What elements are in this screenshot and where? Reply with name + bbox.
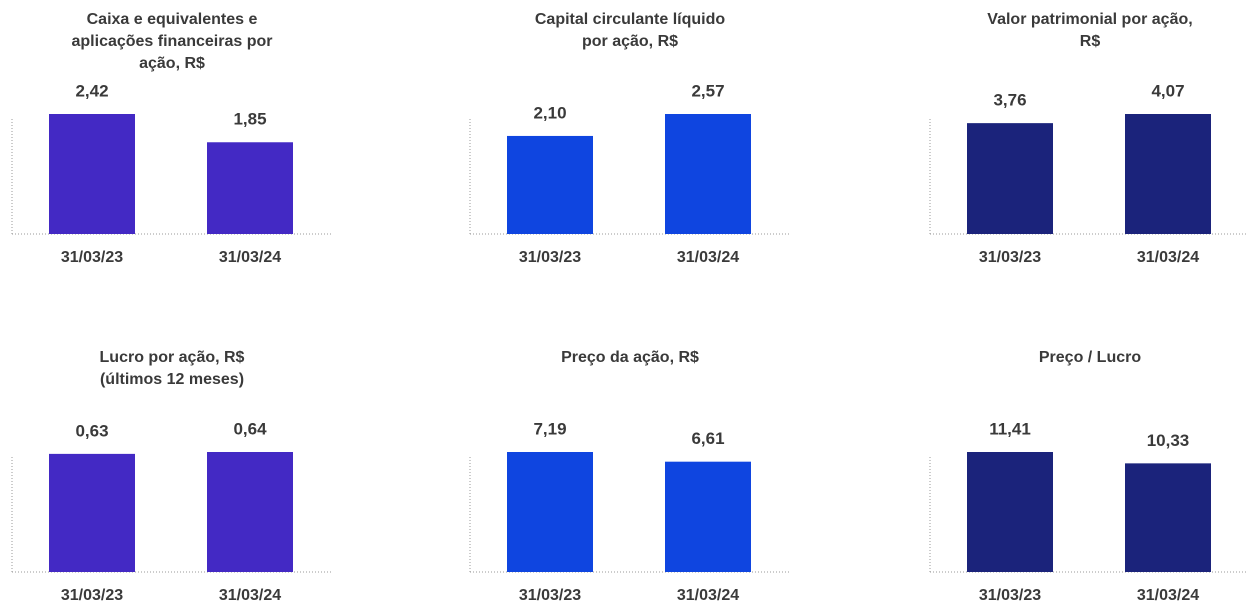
- bar: [49, 114, 135, 234]
- value-label: 11,41: [989, 419, 1031, 438]
- chart-title: (últimos 12 meses): [100, 371, 244, 388]
- value-label: 7,19: [533, 419, 566, 438]
- x-tick-label: 31/03/23: [519, 587, 581, 604]
- bar: [1125, 114, 1211, 234]
- x-tick-label: 31/03/24: [219, 587, 281, 604]
- x-tick-label: 31/03/23: [61, 587, 123, 604]
- chart-title: Capital circulante líquido: [535, 11, 725, 28]
- x-tick-label: 31/03/24: [219, 249, 281, 266]
- value-label: 0,64: [233, 419, 267, 438]
- value-label: 4,07: [1151, 81, 1184, 100]
- bar: [207, 142, 293, 234]
- x-tick-label: 31/03/24: [1137, 249, 1199, 266]
- chart-title: aplicações financeiras por: [72, 33, 273, 50]
- chart-title: por ação, R$: [582, 33, 678, 50]
- chart-title: ação, R$: [139, 55, 205, 72]
- chart-title: Lucro por ação, R$: [100, 349, 245, 366]
- x-tick-label: 31/03/23: [979, 587, 1041, 604]
- value-label: 6,61: [691, 429, 724, 448]
- chart-title: Caixa e equivalentes e: [87, 11, 258, 28]
- x-tick-label: 31/03/23: [61, 249, 123, 266]
- chart-title: Valor patrimonial por ação,: [987, 11, 1192, 28]
- x-tick-label: 31/03/24: [677, 249, 739, 266]
- bar: [665, 114, 751, 234]
- bar: [207, 452, 293, 572]
- value-label: 2,10: [533, 103, 566, 122]
- x-tick-label: 31/03/23: [519, 249, 581, 266]
- value-label: 0,63: [75, 421, 108, 440]
- value-label: 10,33: [1147, 431, 1190, 450]
- chart-title: R$: [1080, 33, 1101, 50]
- chart-title: Preço da ação, R$: [561, 349, 699, 366]
- value-label: 1,85: [233, 110, 266, 129]
- value-label: 2,57: [691, 81, 724, 100]
- bar: [967, 123, 1053, 234]
- value-label: 3,76: [993, 91, 1026, 110]
- bar: [967, 452, 1053, 572]
- x-tick-label: 31/03/23: [979, 249, 1041, 266]
- value-label: 2,42: [75, 81, 108, 100]
- bar: [507, 452, 593, 572]
- x-tick-label: 31/03/24: [1137, 587, 1199, 604]
- bar: [507, 135, 593, 234]
- bar: [1125, 463, 1211, 572]
- chart-title: Preço / Lucro: [1039, 349, 1141, 366]
- bar: [665, 461, 751, 572]
- x-tick-label: 31/03/24: [677, 587, 739, 604]
- bar: [49, 453, 135, 572]
